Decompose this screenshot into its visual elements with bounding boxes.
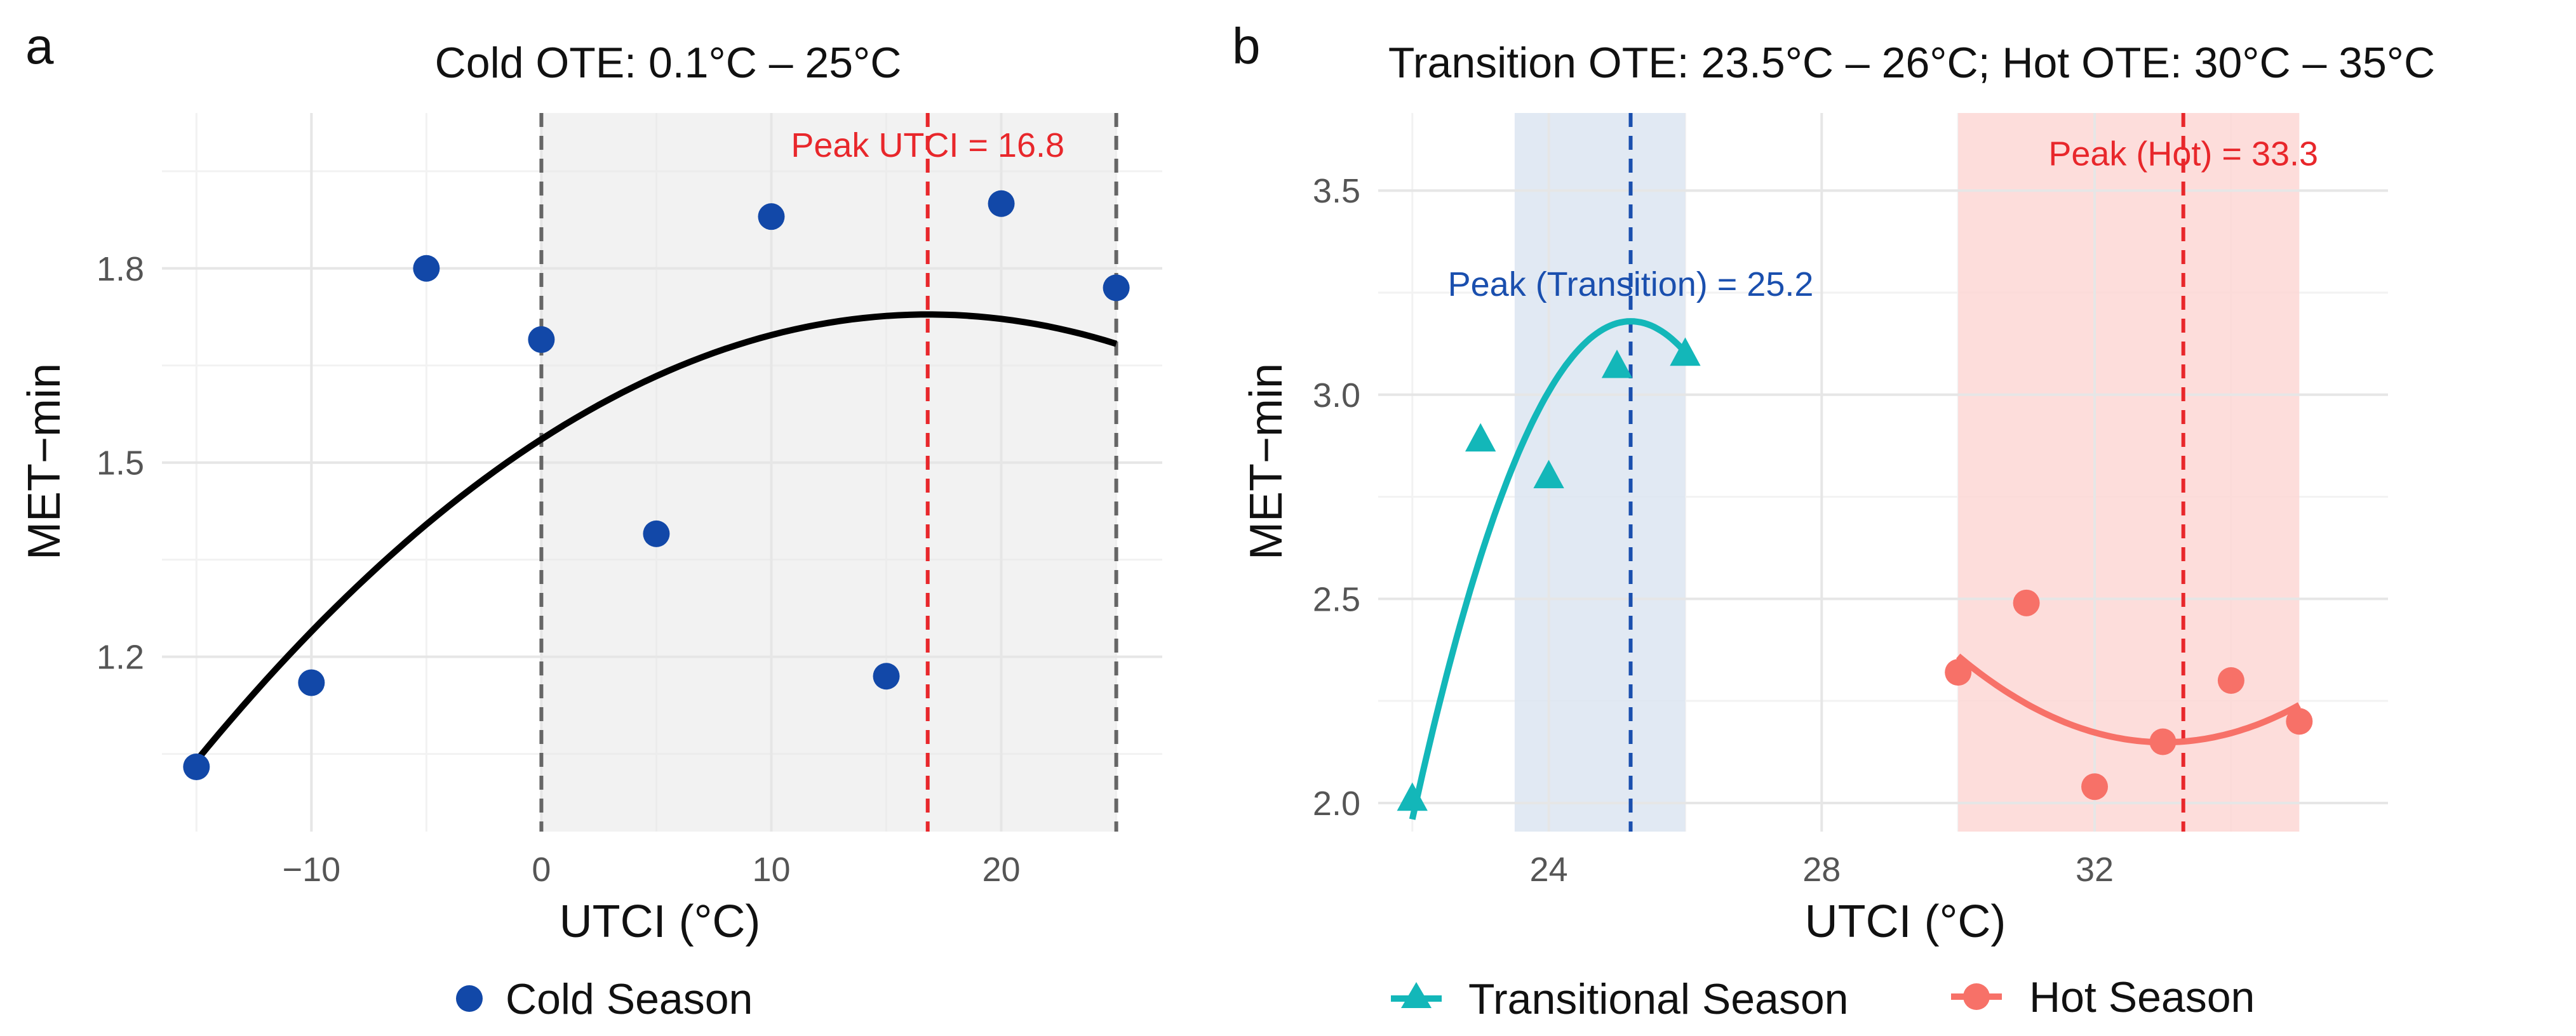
- panel-a-x-tick-label: −10: [283, 851, 341, 889]
- hot-season-point: [2081, 773, 2109, 800]
- panel-b-x-ticks: 24 28 32: [1530, 851, 2114, 889]
- panel-a-x-tick-label: 0: [532, 851, 551, 889]
- cold-season-point: [183, 754, 210, 781]
- panel-b-x-tick-label: 32: [2076, 851, 2114, 889]
- transitional-season-point: [1670, 337, 1701, 366]
- panel-a-x-axis-title: UTCI (°C): [560, 896, 761, 947]
- cold-season-point: [413, 255, 440, 282]
- panel-b-peak-annotations: Peak (Transition) = 25.2 Peak (Hot) = 33.…: [1448, 135, 2318, 303]
- cold-season-point: [528, 326, 555, 353]
- panel-b-y-tick-label: 2.5: [1313, 580, 1360, 618]
- hot-season-point: [2013, 589, 2040, 616]
- panel-b-x-axis-title: UTCI (°C): [1805, 896, 2006, 947]
- panel-b-reference-lines: [1628, 113, 2185, 832]
- panel-a: a Cold OTE: 0.1°C – 25°C Peak UTCI = 16.…: [19, 18, 1162, 1023]
- panel-b-letter: b: [1232, 18, 1261, 74]
- legend-cold-season-marker: [456, 985, 483, 1012]
- panel-b-ote-shading: [1514, 113, 2300, 832]
- panel-b-x-tick-label: 28: [1802, 851, 1841, 889]
- legend-cold-season-label: Cold Season: [506, 975, 753, 1023]
- panel-a-y-tick-label: 1.5: [97, 444, 144, 482]
- legend-hot-marker: [1963, 983, 1990, 1010]
- transition-peak-annotation: Peak (Transition) = 25.2: [1448, 265, 1814, 303]
- transitional-fit-curve: [1409, 318, 1688, 820]
- panel-a-points: [183, 190, 1130, 781]
- panel-b-x-tick-label: 24: [1530, 851, 1568, 889]
- panel-a-y-tick-label: 1.8: [97, 250, 144, 288]
- panel-a-x-tick-label: 20: [983, 851, 1021, 889]
- hot-season-point: [2286, 708, 2313, 735]
- panel-a-y-ticks: 1.2 1.5 1.8: [97, 250, 144, 677]
- panel-b-y-tick-label: 3.0: [1313, 376, 1360, 415]
- panel-a-peak-annotation: Peak UTCI = 16.8: [791, 126, 1064, 164]
- panel-a-title: Cold OTE: 0.1°C – 25°C: [435, 39, 902, 87]
- panel-b-major-grid: [1378, 113, 2388, 832]
- cold-fit-curve: [194, 311, 1118, 763]
- cold-season-point: [758, 203, 785, 230]
- panel-a-letter: a: [25, 18, 54, 74]
- cold-season-point: [298, 669, 325, 696]
- panel-b-fit-curves: [1409, 318, 2301, 820]
- panel-b: b Transition OTE: 23.5°C – 26°C; Hot OTE…: [1232, 18, 2435, 1023]
- transitional-season-point: [1397, 782, 1428, 811]
- panel-a-y-axis-title: MET−min: [19, 363, 70, 560]
- cold-season-point: [873, 663, 900, 690]
- panel-a-y-tick-label: 1.2: [97, 639, 144, 677]
- transitional-season-point: [1465, 423, 1496, 452]
- hot-season-point: [1945, 659, 1972, 686]
- panel-b-title: Transition OTE: 23.5°C – 26°C; Hot OTE: …: [1388, 39, 2435, 87]
- panel-a-x-ticks: −10 0 10 20: [283, 851, 1021, 889]
- hot-season-point: [2217, 667, 2244, 694]
- panel-a-legend: Cold Season: [456, 975, 753, 1023]
- transitional-season-point: [1601, 349, 1633, 378]
- panel-a-ote-shading: [541, 113, 1117, 832]
- transition-ote-band: [1514, 113, 1686, 832]
- panel-b-y-tick-label: 2.0: [1313, 785, 1360, 823]
- cold-season-point: [643, 520, 670, 547]
- panel-a-x-tick-label: 10: [752, 851, 790, 889]
- panel-b-y-tick-label: 3.5: [1313, 172, 1360, 210]
- panel-b-points: [1397, 337, 2313, 811]
- cold-season-point: [1103, 274, 1130, 302]
- hot-ote-band: [1958, 113, 2300, 832]
- legend-transitional-label: Transitional Season: [1468, 975, 1849, 1023]
- legend-transitional-marker: [1401, 982, 1432, 1008]
- cold-ote-band: [541, 113, 1117, 832]
- hot-fit-curve: [1955, 653, 2301, 746]
- hot-season-point: [2149, 728, 2177, 755]
- panel-a-fit-curves: [194, 311, 1118, 763]
- panel-b-y-axis-title: MET−min: [1241, 363, 1292, 560]
- hot-peak-annotation: Peak (Hot) = 33.3: [2048, 135, 2318, 173]
- panel-b-y-ticks: 2.0 2.5 3.0 3.5: [1313, 172, 1360, 823]
- transitional-season-point: [1533, 460, 1564, 489]
- panel-b-legend: Transitional Season Hot Season: [1391, 973, 2255, 1023]
- legend-hot-label: Hot Season: [2029, 973, 2255, 1021]
- cold-season-point: [988, 190, 1015, 217]
- panel-a-reference-lines: [539, 113, 1118, 832]
